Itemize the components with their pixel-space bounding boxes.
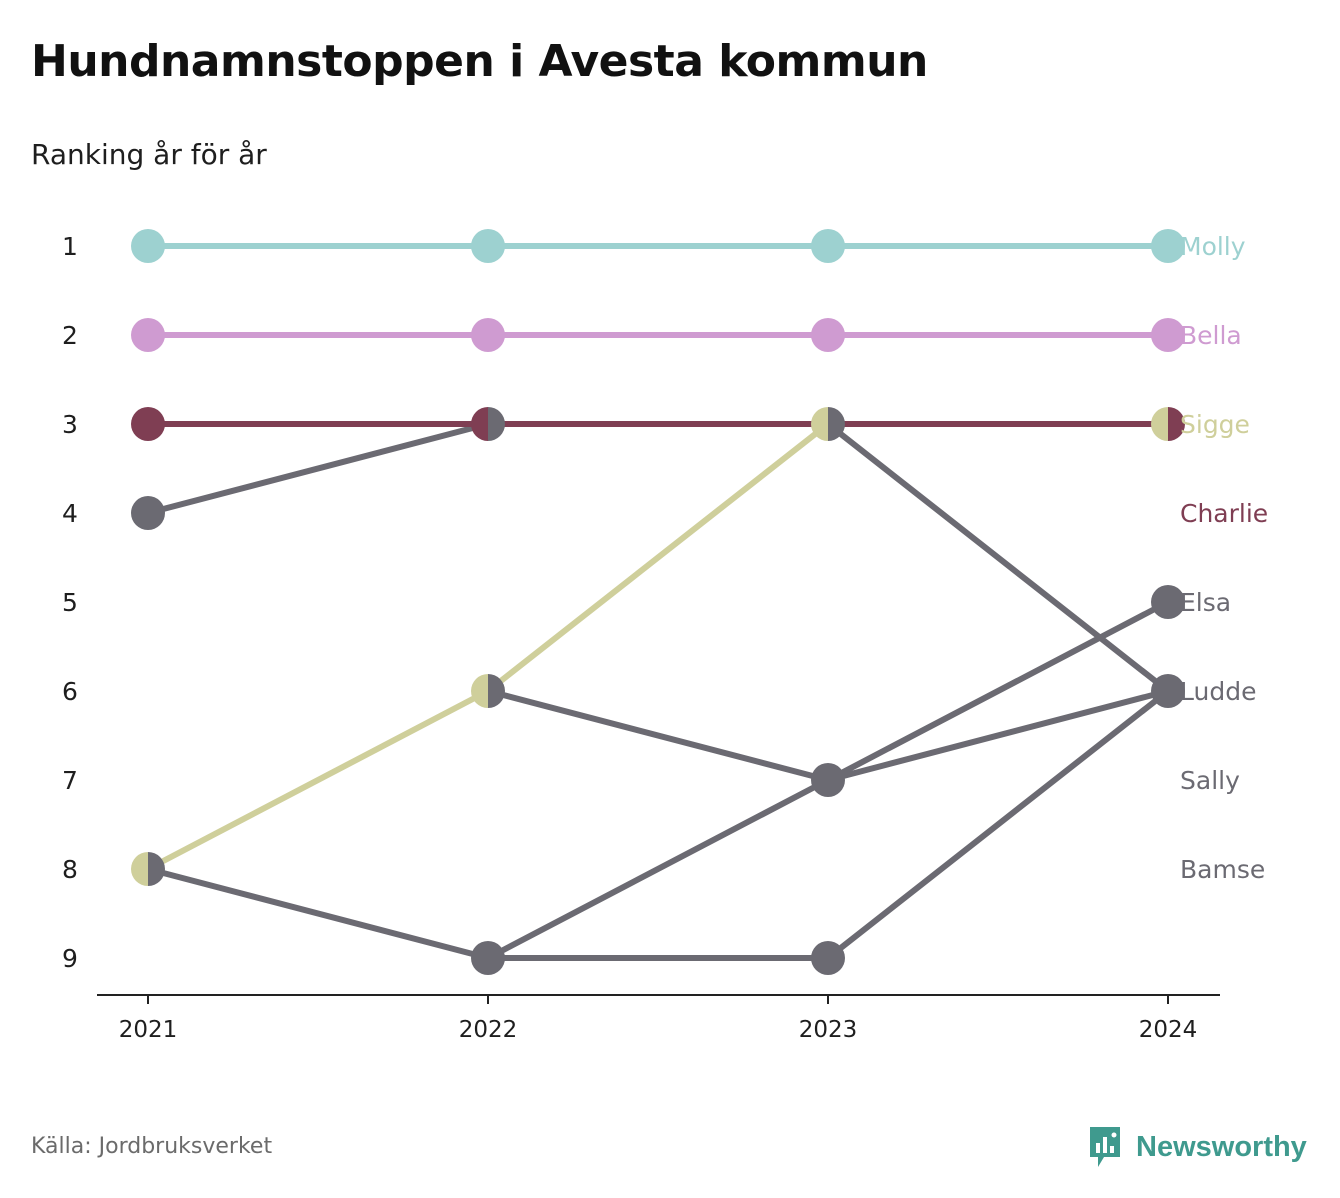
y-tick-label: 7 (62, 766, 78, 795)
y-tick-label: 8 (62, 855, 78, 884)
point-split-left (811, 407, 828, 441)
end-label-charlie: Charlie (1180, 499, 1268, 528)
point-elsa (1151, 585, 1185, 619)
point-ludde (131, 496, 165, 530)
point-bamse (811, 941, 845, 975)
series-points (131, 229, 1185, 975)
x-tick-label: 2021 (119, 1017, 178, 1043)
chart-title: Hundnamnstoppen i Avesta kommun (31, 36, 928, 87)
brand-logo[interactable]: Newsworthy (1088, 1124, 1307, 1170)
series-lines (146, 243, 1170, 961)
point-split-left (131, 852, 148, 886)
point-split-right (148, 852, 165, 886)
y-tick-label: 1 (62, 232, 78, 261)
point-split-left (1151, 407, 1168, 441)
end-label-ludde: Ludde (1180, 677, 1256, 706)
x-tick-label: 2023 (799, 1017, 858, 1043)
point-molly (811, 229, 845, 263)
y-tick-label: 9 (62, 944, 78, 973)
chart-bubble-icon (1090, 1127, 1120, 1167)
point-bella (131, 318, 165, 352)
end-label-elsa: Elsa (1180, 588, 1231, 617)
point-elsa (811, 763, 845, 797)
point-split-right (488, 674, 505, 708)
x-tick-label: 2022 (459, 1017, 518, 1043)
end-label-sigge: Sigge (1180, 410, 1250, 439)
point-elsa (471, 941, 505, 975)
y-tick-label: 5 (62, 588, 78, 617)
end-label-bamse: Bamse (1180, 855, 1265, 884)
point-ludde (1151, 674, 1185, 708)
point-bella (471, 318, 505, 352)
point-bella (811, 318, 845, 352)
x-tick-label: 2024 (1139, 1017, 1198, 1043)
point-split-right (828, 407, 845, 441)
end-label-sally: Sally (1180, 766, 1240, 795)
chart-subtitle: Ranking år för år (31, 138, 267, 171)
brand-name: Newsworthy (1136, 1130, 1307, 1163)
end-label-molly: Molly (1180, 232, 1246, 261)
end-label-bella: Bella (1180, 321, 1242, 350)
series-line-bamse (147, 688, 1170, 961)
point-charlie (131, 407, 165, 441)
point-split-left (471, 407, 488, 441)
y-tick-label: 6 (62, 677, 78, 706)
point-molly (1151, 229, 1185, 263)
point-molly (471, 229, 505, 263)
point-molly (131, 229, 165, 263)
y-tick-label: 4 (62, 499, 78, 528)
y-tick-label: 3 (62, 410, 78, 439)
point-split-right (488, 407, 505, 441)
point-bella (1151, 318, 1185, 352)
point-split-right (1168, 407, 1185, 441)
point-split-left (471, 674, 488, 708)
series-line-sigge (146, 421, 1168, 872)
source-note: Källa: Jordbruksverket (31, 1134, 273, 1159)
y-tick-label: 2 (62, 321, 78, 350)
